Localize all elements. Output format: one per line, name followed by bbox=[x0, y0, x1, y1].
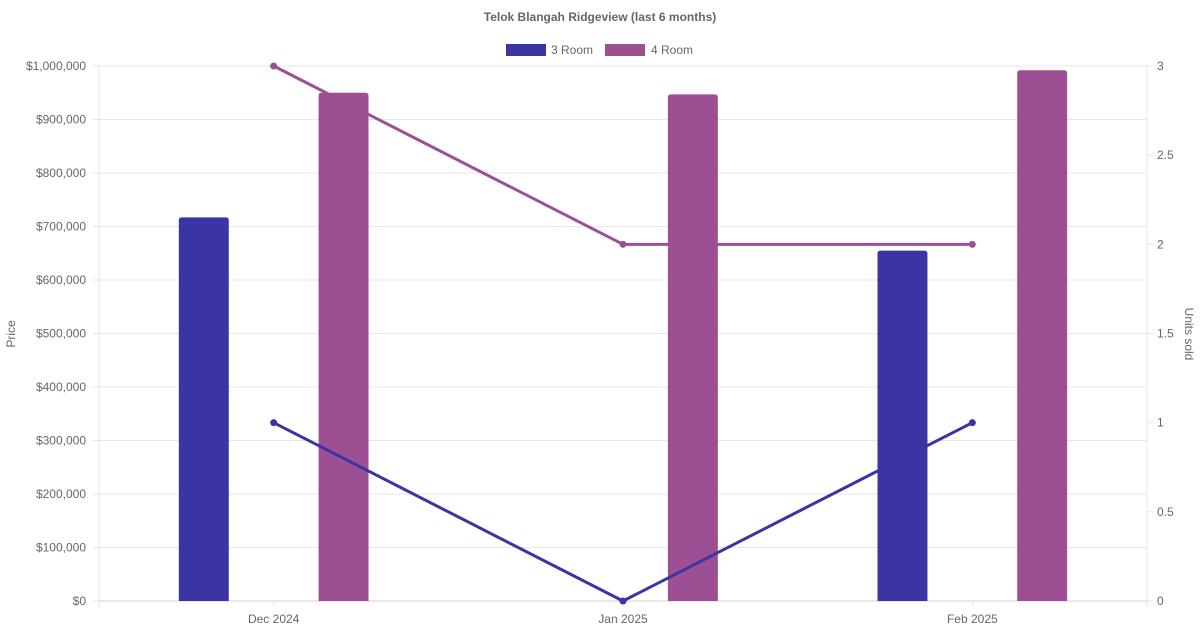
x-tick-label: Feb 2025 bbox=[947, 612, 998, 626]
left-tick-label: $800,000 bbox=[36, 166, 86, 180]
right-tick-label: 2 bbox=[1157, 237, 1164, 251]
bar-3-room[interactable] bbox=[877, 250, 928, 601]
left-axis-title: Price bbox=[4, 320, 18, 348]
legend-label-3-room[interactable]: 3 Room bbox=[551, 43, 593, 57]
point-3-room[interactable] bbox=[968, 419, 976, 427]
grid-lines bbox=[93, 65, 1148, 607]
left-tick-label: $400,000 bbox=[36, 380, 86, 394]
legend-label-4-room[interactable]: 4 Room bbox=[651, 43, 693, 57]
x-axis-ticks: Dec 2024 Jan 2025 Feb 2025 bbox=[248, 601, 998, 626]
left-tick-label: $1,000,000 bbox=[26, 59, 86, 73]
line-4-room bbox=[272, 64, 973, 246]
left-tick-label: $600,000 bbox=[36, 273, 86, 287]
chart-title: Telok Blangah Ridgeview (last 6 months) bbox=[484, 10, 716, 24]
left-tick-label: $300,000 bbox=[36, 434, 86, 448]
legend-swatch-3-room[interactable] bbox=[506, 44, 546, 56]
right-tick-label: 1.5 bbox=[1157, 327, 1174, 341]
point-4-room[interactable] bbox=[270, 62, 278, 70]
bar-4-room[interactable] bbox=[1017, 70, 1068, 601]
left-axis-ticks: $0 $100,000 $200,000 $300,000 $400,000 $500,0… bbox=[26, 59, 86, 608]
line-3-room bbox=[272, 421, 974, 603]
left-tick-label: $500,000 bbox=[36, 327, 86, 341]
legend-swatch-4-room[interactable] bbox=[605, 44, 645, 56]
right-tick-label: 2.5 bbox=[1157, 148, 1174, 162]
right-axis-title: Units sold bbox=[1182, 308, 1196, 361]
left-tick-label: $0 bbox=[73, 594, 87, 608]
right-tick-label: 0 bbox=[1157, 594, 1164, 608]
point-4-room[interactable] bbox=[619, 240, 627, 248]
point-3-room[interactable] bbox=[270, 419, 278, 427]
left-tick-label: $100,000 bbox=[36, 541, 86, 555]
left-tick-label: $900,000 bbox=[36, 113, 86, 127]
right-axis-ticks: 0 0.5 1 1.5 2 2.5 3 bbox=[1147, 59, 1174, 608]
right-tick-label: 3 bbox=[1157, 59, 1164, 73]
point-4-room[interactable] bbox=[968, 240, 976, 248]
point-3-room[interactable] bbox=[619, 597, 627, 605]
bars bbox=[178, 70, 1068, 601]
bar-4-room[interactable] bbox=[667, 94, 718, 601]
legend: 3 Room 4 Room bbox=[506, 43, 693, 57]
x-tick-label: Jan 2025 bbox=[598, 612, 648, 626]
bar-3-room[interactable] bbox=[178, 217, 229, 601]
bar-4-room[interactable] bbox=[318, 92, 369, 601]
right-tick-label: 1 bbox=[1157, 416, 1164, 430]
left-tick-label: $200,000 bbox=[36, 487, 86, 501]
x-tick-label: Dec 2024 bbox=[248, 612, 300, 626]
right-tick-label: 0.5 bbox=[1157, 505, 1174, 519]
left-tick-label: $700,000 bbox=[36, 220, 86, 234]
lines bbox=[270, 62, 976, 605]
